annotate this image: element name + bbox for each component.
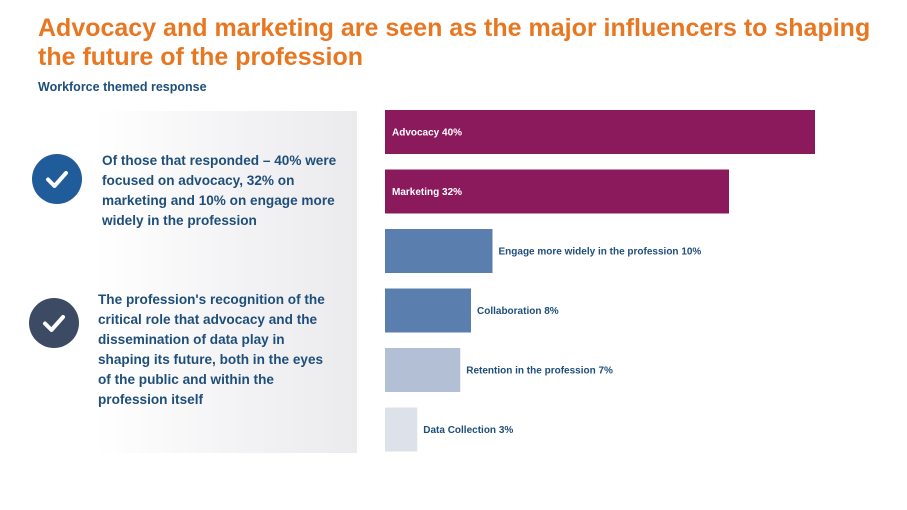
bar-label-5: Retention in the profession 7% — [466, 366, 613, 377]
bar-4 — [385, 288, 471, 333]
check-circle-icon — [29, 298, 79, 348]
bar-label-6: Data Collection 3% — [423, 425, 513, 436]
bar-label-4: Collaboration 8% — [477, 306, 559, 317]
bar-3 — [385, 229, 493, 273]
summary-point-2: The profession's recognition of the crit… — [98, 292, 325, 407]
bar-1 — [385, 110, 815, 154]
bar-2 — [385, 169, 729, 214]
bar-label-2: Marketing 32% — [392, 187, 462, 198]
bar-label-3: Engage more widely in the profession 10% — [499, 247, 702, 258]
bar-6 — [385, 407, 418, 452]
page-title: Advocacy and marketing are seen as the m… — [38, 14, 871, 71]
bar-label-1: Advocacy 40% — [392, 128, 462, 139]
check-circle-icon — [32, 154, 82, 204]
summary-panel — [96, 111, 357, 453]
summary-point-1: Of those that responded – 40% were focus… — [102, 153, 337, 228]
bar-5 — [385, 348, 461, 392]
page-subtitle: Workforce themed response — [38, 80, 207, 94]
